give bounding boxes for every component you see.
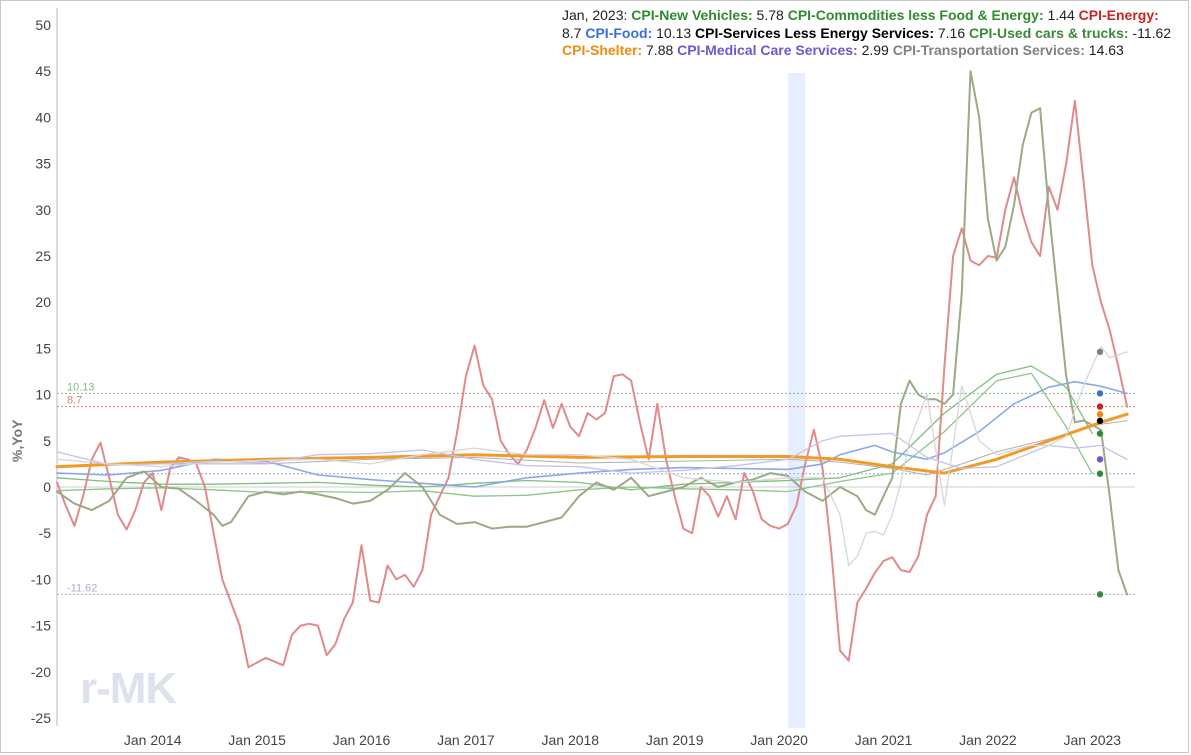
x-tick-label: Jan 2015: [228, 732, 286, 748]
legend-series-value: -11.62: [1128, 24, 1172, 41]
series-line: [56, 380, 1128, 488]
x-tick-label: Jan 2014: [124, 732, 182, 748]
y-tick-label: 40: [35, 109, 51, 125]
y-tick-label: -5: [39, 525, 52, 541]
endpoint-dot: [1096, 591, 1104, 598]
legend-date: Jan, 2023:: [562, 7, 628, 23]
x-tick-label: Jan 2023: [1063, 732, 1121, 748]
reference-line-label: 8.7: [67, 395, 82, 407]
endpoint-dot: [1096, 430, 1104, 437]
y-axis-label: %,YoY: [9, 419, 25, 462]
legend-series-name: CPI-Energy:: [1074, 7, 1159, 23]
series-line: [55, 412, 1129, 475]
x-tick-label: Jan 2021: [855, 732, 913, 748]
legend-series-value: 2.99: [857, 42, 889, 58]
y-tick-label: 45: [35, 63, 51, 79]
y-tick-label: -20: [31, 664, 51, 680]
x-tick-label: Jan 2018: [541, 732, 599, 748]
axis-layer: 50454035302520151050-5-10-15-20-25%,YoYJ…: [9, 8, 1135, 748]
y-tick-label: 25: [35, 248, 51, 264]
series-layer: [55, 70, 1129, 669]
legend-series-value: 1.44: [1043, 7, 1075, 23]
recession-band: [787, 73, 806, 728]
value-legend: Jan, 2023: CPI-New Vehicles: 5.78 CPI-Co…: [562, 7, 1174, 60]
y-tick-label: 5: [43, 433, 51, 449]
endpoint-dot: [1096, 390, 1104, 397]
y-tick-label: 0: [43, 479, 51, 495]
y-tick-label: 15: [35, 340, 51, 356]
legend-series-value: 10.13: [652, 24, 692, 41]
endpoint-dot: [1096, 348, 1104, 356]
legend-series-value: 7.16: [933, 24, 966, 41]
legend-series-name: CPI-New Vehicles:: [631, 7, 753, 23]
x-tick-label: Jan 2019: [646, 732, 704, 748]
legend-series-name: CPI-Services Less Energy Services:: [691, 24, 934, 41]
endpoint-dot: [1096, 456, 1104, 463]
x-tick-label: Jan 2016: [333, 732, 391, 748]
endpoint-dot: [1096, 403, 1104, 410]
x-tick-label: Jan 2017: [437, 732, 495, 748]
legend-series-value: 14.63: [1084, 42, 1124, 58]
y-tick-label: -10: [31, 571, 51, 587]
reference-line-label: 10.13: [67, 381, 95, 393]
endpoint-dot: [1096, 470, 1104, 477]
reference-lines-layer: 10.13 8.7 -11.62: [57, 381, 1135, 595]
y-tick-label: 30: [35, 202, 51, 218]
y-tick-label: -25: [31, 710, 51, 726]
endpoint-dot: [1096, 410, 1104, 418]
series-line: [56, 420, 1128, 476]
endpoint-dot: [1096, 417, 1104, 425]
series-line: [56, 372, 1093, 497]
y-tick-label: 10: [35, 387, 51, 403]
legend-series-name: CPI-Shelter:: [562, 42, 643, 58]
recession-band-layer: [787, 73, 806, 728]
reference-line-label: -11.62: [67, 582, 97, 594]
legend-series-value: 5.78: [752, 7, 784, 23]
endpoint-dots-layer: [1096, 348, 1104, 598]
y-tick-label: 50: [35, 17, 51, 33]
legend-series-name: CPI-Commodities less Food & Energy:: [783, 7, 1044, 23]
legend-series-name: CPI-Transportation Services:: [888, 42, 1085, 58]
rmk-watermark: r-MK: [80, 664, 177, 713]
y-tick-label: 20: [35, 294, 51, 310]
series-line: [56, 70, 1129, 596]
y-tick-label: 35: [35, 156, 51, 172]
legend-items: CPI-New Vehicles: 5.78 CPI-Commodities l…: [562, 7, 1171, 58]
series-line: [56, 99, 1129, 669]
y-tick-label: -15: [31, 618, 51, 634]
legend-series-name: CPI-Medical Care Services:: [673, 42, 858, 58]
series-line: [56, 345, 1128, 567]
x-tick-label: Jan 2020: [750, 732, 808, 748]
series-line: [56, 432, 1128, 474]
legend-series-value: 8.7: [562, 24, 582, 41]
legend-series-name: CPI-Food:: [581, 24, 653, 41]
legend-series-value: 7.88: [642, 42, 674, 58]
x-tick-label: Jan 2022: [959, 732, 1017, 748]
legend-series-name: CPI-Used cars & trucks:: [965, 24, 1129, 41]
